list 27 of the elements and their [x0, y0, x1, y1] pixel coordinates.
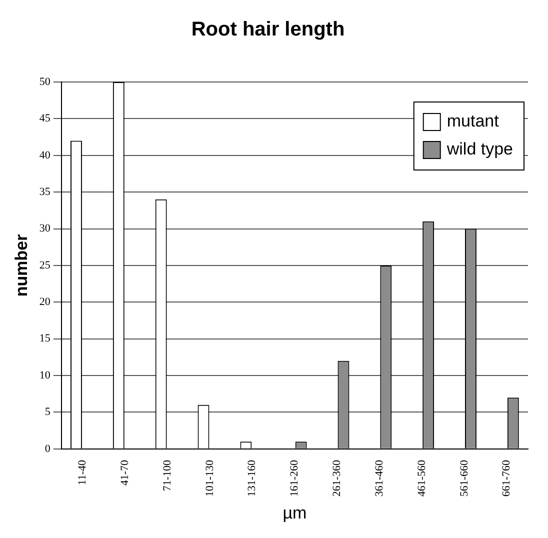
x-tick-label: 561-660 — [458, 459, 470, 497]
legend-label: wild type — [446, 140, 513, 159]
y-tick-label: 20 — [39, 296, 51, 308]
y-axis-title: number — [12, 234, 31, 297]
y-tick-label: 40 — [39, 149, 51, 162]
x-tick-label: 11-40 — [76, 459, 88, 486]
x-tick-label: 361-460 — [373, 459, 386, 497]
x-tick-label: 131-160 — [246, 459, 258, 497]
x-tick-label: 261-360 — [331, 459, 344, 497]
chart-title: Root hair length — [191, 18, 345, 41]
y-tick-label: 25 — [39, 259, 51, 272]
legend-label: mutant — [446, 112, 500, 131]
y-tick-label: 10 — [39, 369, 51, 382]
y-tick-label: 30 — [39, 222, 51, 235]
x-tick-label: 461-560 — [416, 459, 428, 497]
x-tick-label: 161-260 — [288, 459, 301, 497]
y-tick-label: 0 — [44, 442, 51, 455]
x-tick-label: 101-130 — [204, 459, 216, 497]
y-tick-label: 45 — [39, 112, 51, 125]
x-axis-title: µm — [282, 503, 307, 522]
x-tick-label: 71-100 — [161, 459, 174, 492]
y-tick-label: 50 — [39, 76, 51, 88]
y-tick-label: 5 — [44, 406, 51, 418]
y-tick-label: 15 — [39, 332, 51, 345]
x-tick-label: 661-760 — [500, 459, 513, 497]
y-tick-label: 35 — [39, 186, 51, 198]
x-tick-label: 41-70 — [118, 459, 131, 486]
